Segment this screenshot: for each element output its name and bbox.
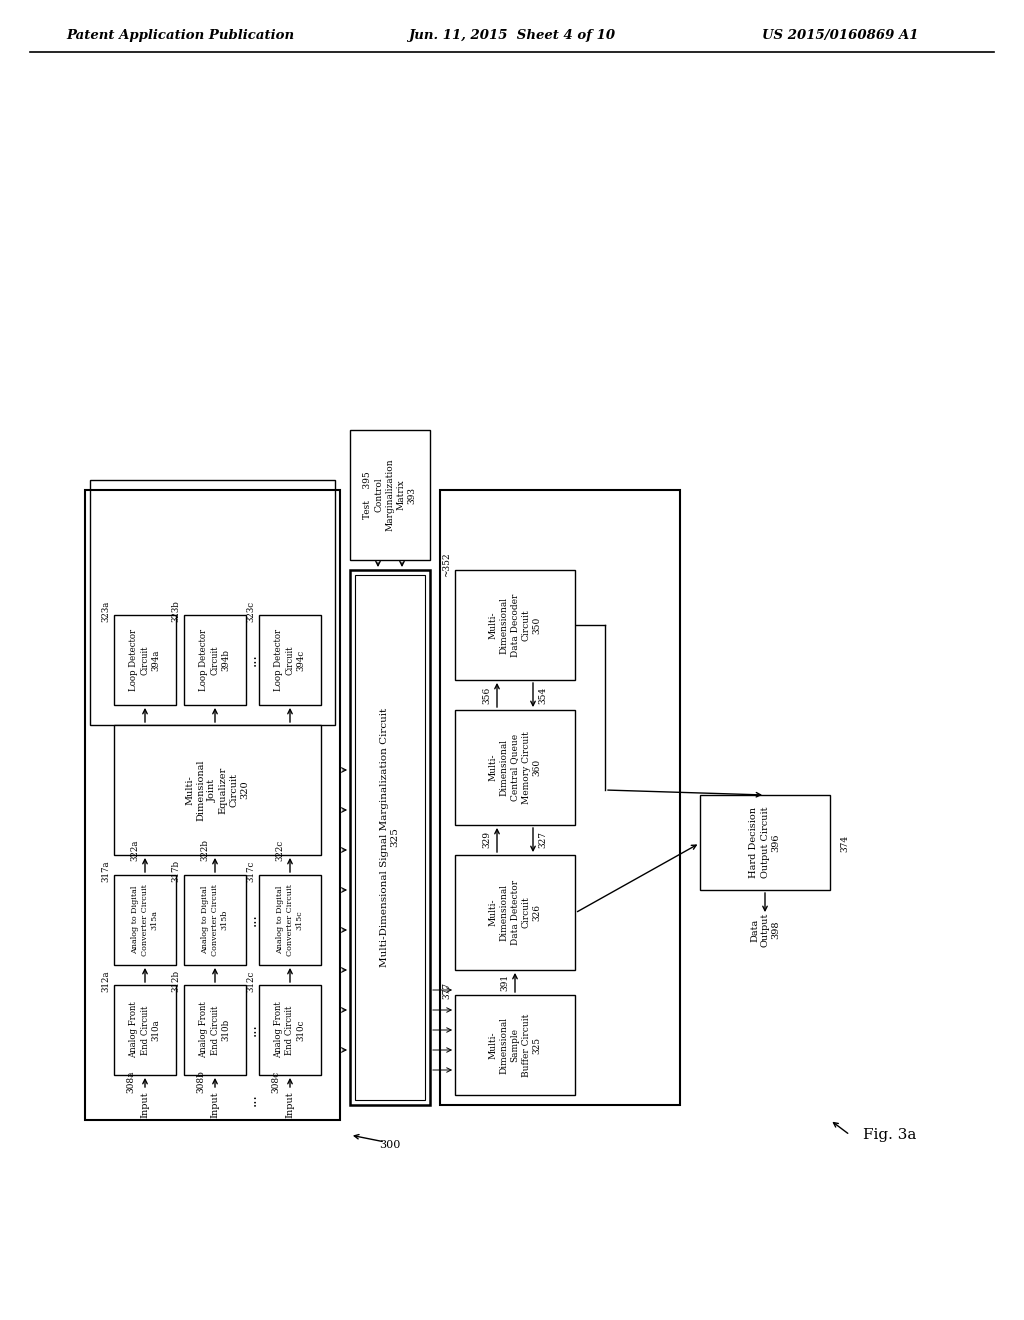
Text: 308b: 308b: [197, 1071, 206, 1093]
Bar: [259, 875, 321, 965]
Text: Jun. 11, 2015  Sheet 4 of 10: Jun. 11, 2015 Sheet 4 of 10: [409, 29, 615, 41]
Text: ...: ...: [245, 1094, 259, 1106]
Text: 312c: 312c: [247, 970, 256, 991]
Text: Fig. 3a: Fig. 3a: [863, 1129, 916, 1142]
Bar: [700, 795, 830, 890]
Text: 300: 300: [379, 1140, 400, 1150]
Text: 329: 329: [482, 832, 492, 849]
Text: Multi-
Dimensional
Data Decoder
Circuit
350: Multi- Dimensional Data Decoder Circuit …: [488, 593, 542, 656]
Text: ...: ...: [245, 913, 259, 927]
Bar: [90, 480, 335, 725]
Text: Test    395
Control
Marginalization
Matrix
393: Test 395 Control Marginalization Matrix …: [364, 458, 417, 532]
Text: Multi-
Dimensional
Sample
Buffer Circuit
325: Multi- Dimensional Sample Buffer Circuit…: [488, 1014, 542, 1077]
Text: Loop Detector
Circuit
394a: Loop Detector Circuit 394a: [129, 628, 161, 692]
Text: Analog to Digital
Converter Circuit
315c: Analog to Digital Converter Circuit 315c: [276, 884, 304, 956]
Text: 317c: 317c: [247, 861, 256, 882]
Text: Multi-
Dimensional
Data Detector
Circuit
326: Multi- Dimensional Data Detector Circuit…: [488, 880, 542, 945]
Text: Multi-Dimensional Signal Marginalization Circuit
325: Multi-Dimensional Signal Marginalization…: [380, 708, 399, 968]
Text: 308c: 308c: [271, 1071, 281, 1093]
Text: 322c: 322c: [275, 840, 285, 861]
Text: 312b: 312b: [171, 970, 180, 993]
Text: 322b: 322b: [201, 840, 210, 861]
Text: Loop Detector
Circuit
394c: Loop Detector Circuit 394c: [274, 628, 305, 692]
Text: 322a: 322a: [130, 840, 139, 861]
Bar: [114, 615, 176, 705]
Text: 323c: 323c: [247, 601, 256, 622]
Text: Input: Input: [211, 1092, 219, 1118]
Bar: [440, 490, 680, 1105]
Bar: [455, 570, 575, 680]
Bar: [114, 985, 176, 1074]
Text: 317b: 317b: [171, 861, 180, 882]
Bar: [184, 875, 246, 965]
Bar: [114, 875, 176, 965]
Bar: [259, 985, 321, 1074]
Bar: [184, 985, 246, 1074]
Text: 377: 377: [442, 982, 452, 998]
Text: 323a: 323a: [101, 601, 111, 622]
Text: Multi-
Dimensional
Joint
Equalizer
Circuit
320: Multi- Dimensional Joint Equalizer Circu…: [185, 759, 250, 821]
Bar: [184, 615, 246, 705]
Bar: [350, 570, 430, 1105]
Text: Analog Front
End Circuit
310b: Analog Front End Circuit 310b: [200, 1002, 230, 1059]
Text: ...: ...: [245, 1023, 259, 1036]
Text: Multi-
Dimensional
Central Queue
Memory Circuit
360: Multi- Dimensional Central Queue Memory …: [488, 731, 542, 804]
Text: 312a: 312a: [101, 970, 111, 991]
Bar: [355, 576, 425, 1100]
Text: Analog to Digital
Converter Circuit
315b: Analog to Digital Converter Circuit 315b: [201, 884, 228, 956]
Bar: [85, 490, 340, 1119]
Text: US 2015/0160869 A1: US 2015/0160869 A1: [762, 29, 919, 41]
Text: Input: Input: [140, 1092, 150, 1118]
Text: Data
Output
398: Data Output 398: [751, 913, 780, 948]
Text: Analog Front
End Circuit
310a: Analog Front End Circuit 310a: [129, 1002, 161, 1059]
Bar: [455, 995, 575, 1096]
Text: 354: 354: [539, 686, 548, 704]
Text: 356: 356: [482, 686, 492, 704]
Text: 374: 374: [841, 834, 850, 851]
Text: ...: ...: [245, 653, 259, 667]
Text: 308a: 308a: [127, 1071, 135, 1093]
Text: Input: Input: [286, 1092, 295, 1118]
Text: Loop Detector
Circuit
394b: Loop Detector Circuit 394b: [200, 628, 230, 692]
Bar: [114, 725, 321, 855]
Text: Analog to Digital
Converter Circuit
315a: Analog to Digital Converter Circuit 315a: [131, 884, 159, 956]
Text: 323b: 323b: [171, 601, 180, 622]
Text: ~352: ~352: [442, 553, 452, 577]
Text: 327: 327: [539, 832, 548, 849]
Bar: [455, 710, 575, 825]
Text: 391: 391: [501, 974, 510, 991]
Text: Patent Application Publication: Patent Application Publication: [66, 29, 294, 41]
Text: Analog Front
End Circuit
310c: Analog Front End Circuit 310c: [274, 1002, 305, 1059]
Bar: [259, 615, 321, 705]
Bar: [350, 430, 430, 560]
Text: 317a: 317a: [101, 861, 111, 882]
Text: Hard Decision
Output Circuit
396: Hard Decision Output Circuit 396: [750, 807, 780, 878]
Bar: [455, 855, 575, 970]
